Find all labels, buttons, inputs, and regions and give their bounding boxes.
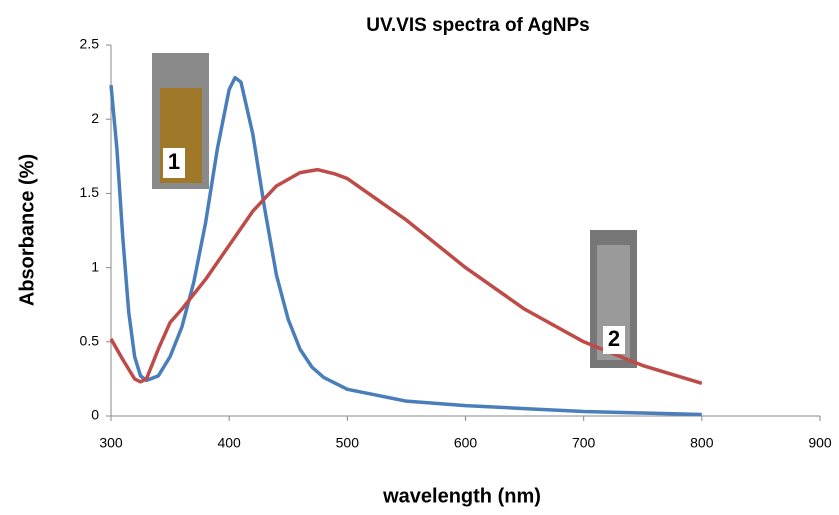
x-tick-label: 800	[690, 435, 714, 451]
x-tick-label: 700	[572, 435, 596, 451]
vial-1	[152, 53, 209, 189]
x-tick-label: 500	[336, 435, 360, 451]
annotation: 2	[608, 326, 620, 351]
annotation: 1	[168, 149, 180, 174]
y-tick-label: 0.5	[80, 333, 100, 349]
annotation-box	[163, 148, 185, 178]
chart-title: UV.VIS spectra of AgNPs	[366, 15, 590, 36]
annotation-box	[603, 326, 625, 354]
y-tick-label: 1.5	[80, 184, 100, 200]
y-tick-label: 2	[91, 110, 99, 126]
line-series	[109, 167, 703, 386]
x-tick-label: 300	[99, 435, 123, 451]
line-series	[109, 75, 702, 417]
x-axis-label: wavelength (nm)	[382, 485, 541, 507]
x-tick-label: 600	[454, 435, 478, 451]
x-tick-label: 400	[217, 435, 241, 451]
y-tick-label: 0	[91, 407, 99, 423]
x-tick-label: 900	[808, 435, 832, 451]
y-tick-label: 1	[91, 258, 99, 274]
y-tick-label: 2.5	[80, 36, 100, 52]
y-axis-label: Absorbance (%)	[16, 154, 38, 306]
